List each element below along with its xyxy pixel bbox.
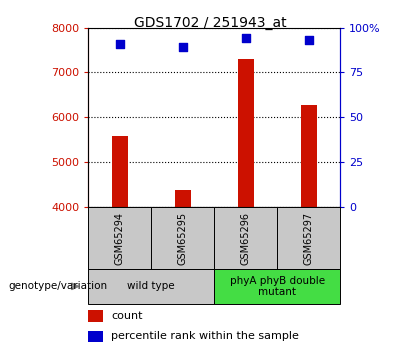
Bar bbox=[151, 207, 214, 269]
Text: count: count bbox=[111, 311, 142, 321]
Bar bbox=[175, 190, 191, 207]
Text: GSM65294: GSM65294 bbox=[115, 211, 125, 265]
Bar bbox=[88, 331, 103, 342]
Text: GDS1702 / 251943_at: GDS1702 / 251943_at bbox=[134, 16, 286, 30]
Bar bbox=[88, 207, 151, 269]
Bar bbox=[277, 207, 340, 269]
Bar bbox=[112, 136, 128, 207]
Text: phyA phyB double
mutant: phyA phyB double mutant bbox=[230, 276, 325, 297]
Text: wild type: wild type bbox=[127, 282, 175, 291]
Bar bbox=[301, 105, 317, 207]
Point bbox=[179, 45, 186, 50]
Point bbox=[305, 37, 312, 43]
Point bbox=[116, 41, 123, 47]
Bar bbox=[88, 310, 103, 322]
Bar bbox=[214, 269, 340, 304]
Text: genotype/variation: genotype/variation bbox=[8, 282, 108, 291]
Bar bbox=[214, 207, 277, 269]
Text: GSM65295: GSM65295 bbox=[178, 211, 188, 265]
Text: GSM65297: GSM65297 bbox=[304, 211, 314, 265]
Bar bbox=[238, 59, 254, 207]
Text: percentile rank within the sample: percentile rank within the sample bbox=[111, 331, 299, 341]
Point bbox=[242, 36, 249, 41]
Text: GSM65296: GSM65296 bbox=[241, 211, 251, 265]
Bar bbox=[88, 269, 214, 304]
